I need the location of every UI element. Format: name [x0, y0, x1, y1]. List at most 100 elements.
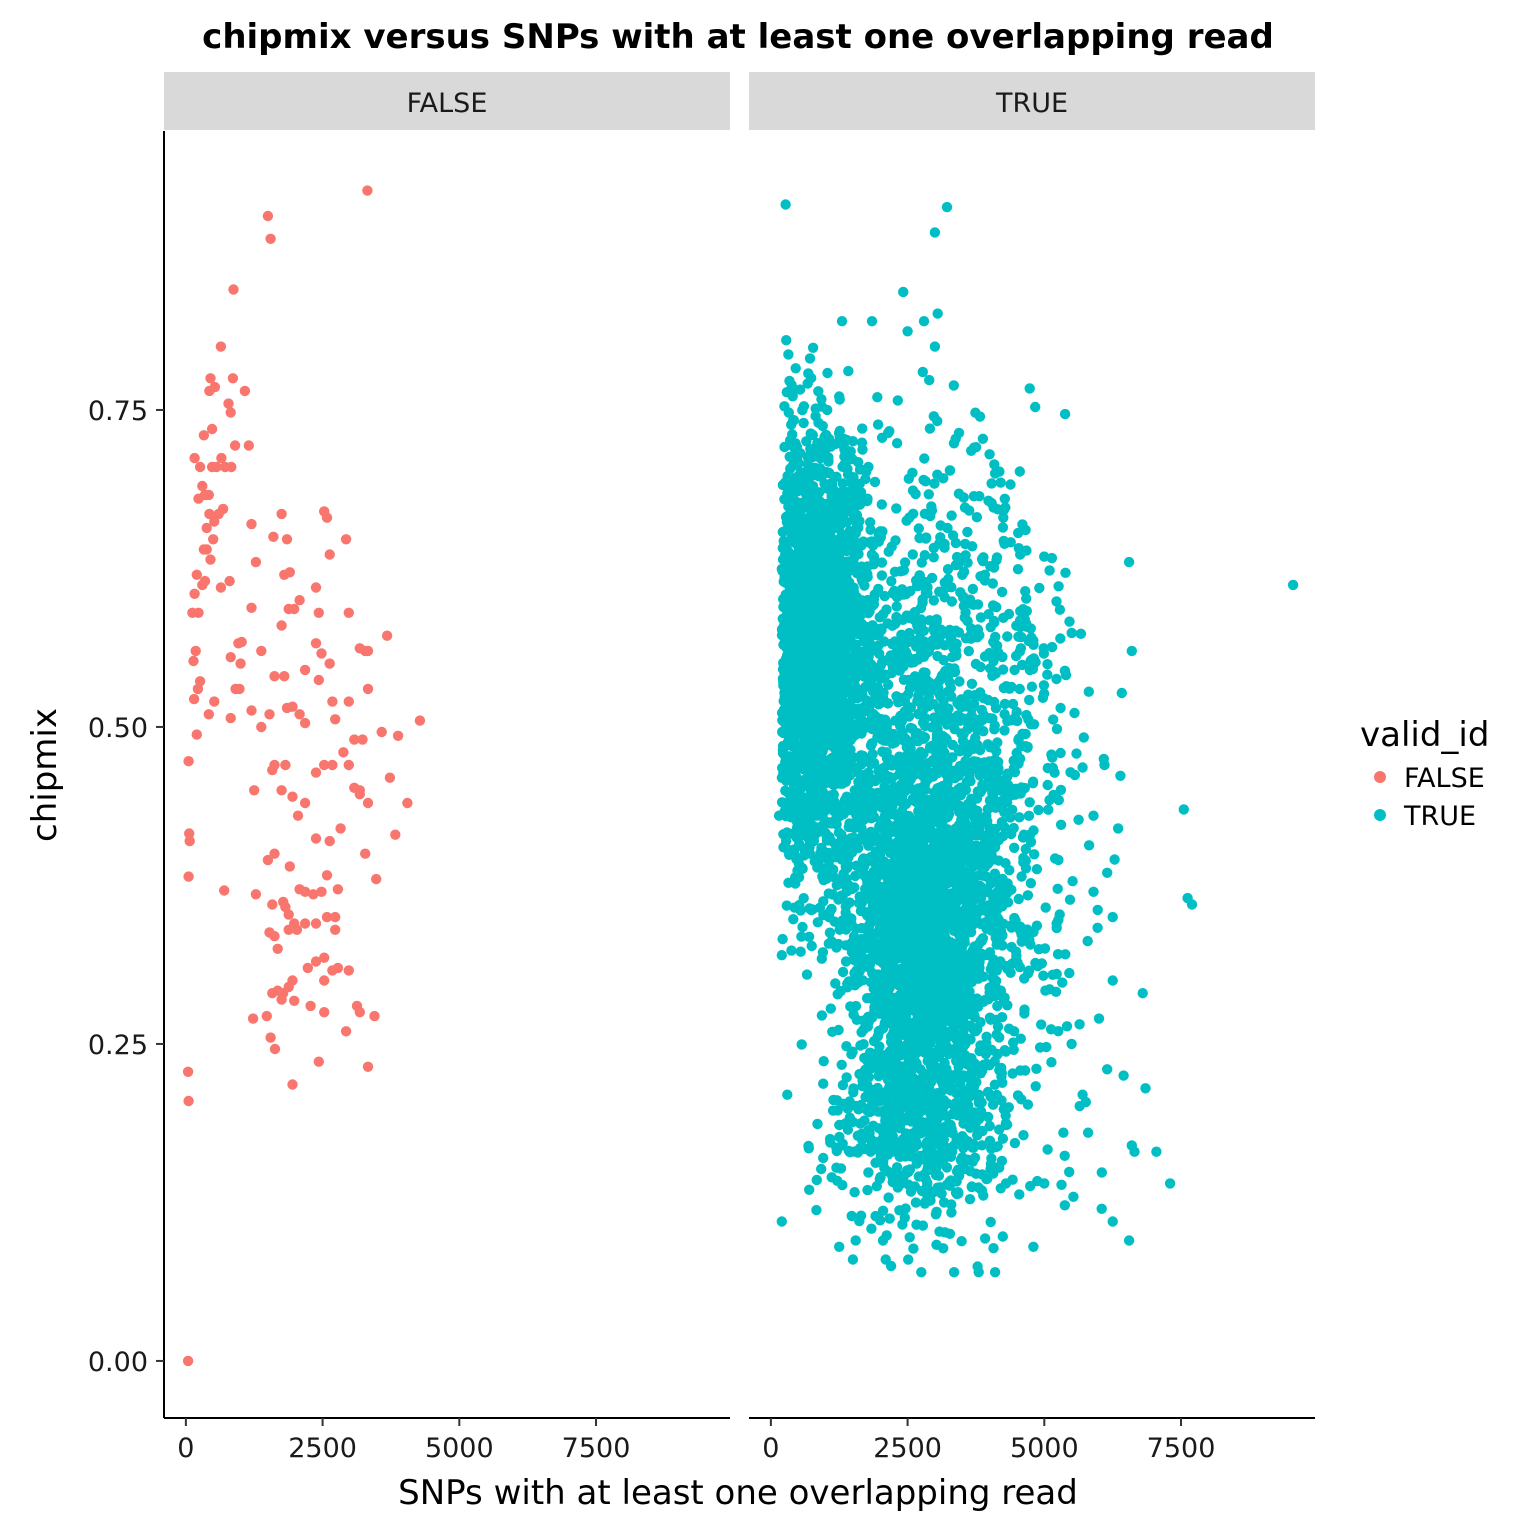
data-point: [953, 914, 964, 926]
data-point: [310, 582, 322, 593]
data-point: [805, 428, 816, 439]
data-point: [873, 1063, 885, 1074]
data-point: [944, 989, 955, 1000]
data-point: [246, 602, 257, 613]
data-point: [289, 995, 300, 1006]
data-point: [850, 528, 861, 539]
data-point: [810, 410, 821, 422]
data-point: [962, 808, 973, 819]
data-point: [216, 452, 227, 464]
x-tick-label: 7500: [562, 1433, 631, 1464]
data-point: [837, 890, 849, 901]
data-point: [858, 870, 870, 881]
data-point: [810, 403, 821, 414]
data-point: [826, 621, 837, 632]
data-point: [958, 869, 969, 881]
data-point: [1052, 883, 1063, 894]
data-point: [782, 736, 794, 747]
data-point: [276, 994, 287, 1005]
data-point: [340, 534, 352, 545]
data-point: [256, 721, 267, 733]
data-point: [864, 926, 876, 938]
data-point: [332, 884, 344, 895]
data-point: [791, 637, 802, 648]
data-point: [798, 753, 810, 764]
data-point: [798, 697, 809, 708]
data-point: [824, 832, 835, 843]
data-point: [845, 833, 857, 844]
data-point: [848, 1087, 859, 1098]
data-point: [907, 1027, 918, 1038]
data-point: [327, 759, 338, 771]
data-point: [778, 639, 789, 650]
data-point: [851, 860, 862, 871]
data-point: [819, 529, 830, 540]
data-point: [842, 744, 853, 755]
data-point: [867, 1084, 879, 1096]
data-point: [327, 696, 338, 707]
data-point: [787, 678, 799, 690]
data-point: [877, 979, 888, 991]
data-point: [922, 892, 933, 903]
data-point: [838, 808, 849, 820]
data-point: [789, 844, 800, 855]
data-point: [836, 1059, 847, 1071]
data-point: [781, 827, 793, 838]
data-point: [936, 864, 947, 875]
data-point: [880, 996, 891, 1007]
data-point: [362, 797, 374, 809]
data-point: [859, 1052, 870, 1064]
data-point: [855, 938, 866, 949]
data-point: [816, 394, 827, 405]
data-point: [226, 461, 237, 473]
data-point: [833, 725, 844, 736]
data-point: [839, 461, 850, 472]
data-point: [839, 444, 850, 455]
data-point: [335, 823, 346, 834]
data-point: [793, 458, 804, 469]
data-point: [874, 971, 885, 982]
data-point: [888, 1033, 899, 1045]
data-point: [843, 701, 854, 712]
data-point: [850, 1235, 861, 1246]
data-point: [945, 962, 956, 974]
x-ticks-false: 0 2500 5000 7500: [177, 1418, 630, 1464]
data-point: [840, 901, 851, 912]
data-point: [853, 1104, 864, 1115]
data-point: [886, 863, 897, 874]
data-point: [893, 942, 905, 953]
data-point: [247, 1013, 259, 1024]
data-point: [788, 914, 799, 925]
data-point: [790, 363, 801, 374]
data-point: [269, 1043, 281, 1055]
data-point: [316, 886, 327, 897]
data-point: [838, 620, 849, 631]
data-point: [867, 901, 878, 912]
data-point: [310, 918, 322, 929]
data-point: [982, 804, 993, 815]
data-point: [783, 501, 794, 512]
data-point: [989, 868, 1001, 879]
data-point: [893, 978, 904, 989]
data-point: [855, 905, 867, 917]
data-point: [189, 452, 200, 464]
data-point: [785, 509, 796, 520]
data-point: [287, 791, 298, 802]
data-point: [799, 551, 810, 563]
data-point: [956, 1236, 967, 1247]
data-point: [825, 510, 836, 521]
data-point: [310, 638, 322, 649]
data-point: [219, 885, 230, 896]
data-point: [858, 1039, 869, 1050]
data-point: [830, 744, 841, 755]
data-point: [915, 790, 926, 801]
data-point: [792, 627, 803, 638]
data-point: [868, 559, 879, 570]
data-point: [904, 920, 916, 931]
data-point: [209, 381, 221, 393]
data-point: [206, 423, 218, 435]
data-point: [188, 655, 199, 667]
data-point: [211, 461, 222, 473]
data-point: [797, 404, 808, 416]
data-point: [840, 849, 852, 860]
